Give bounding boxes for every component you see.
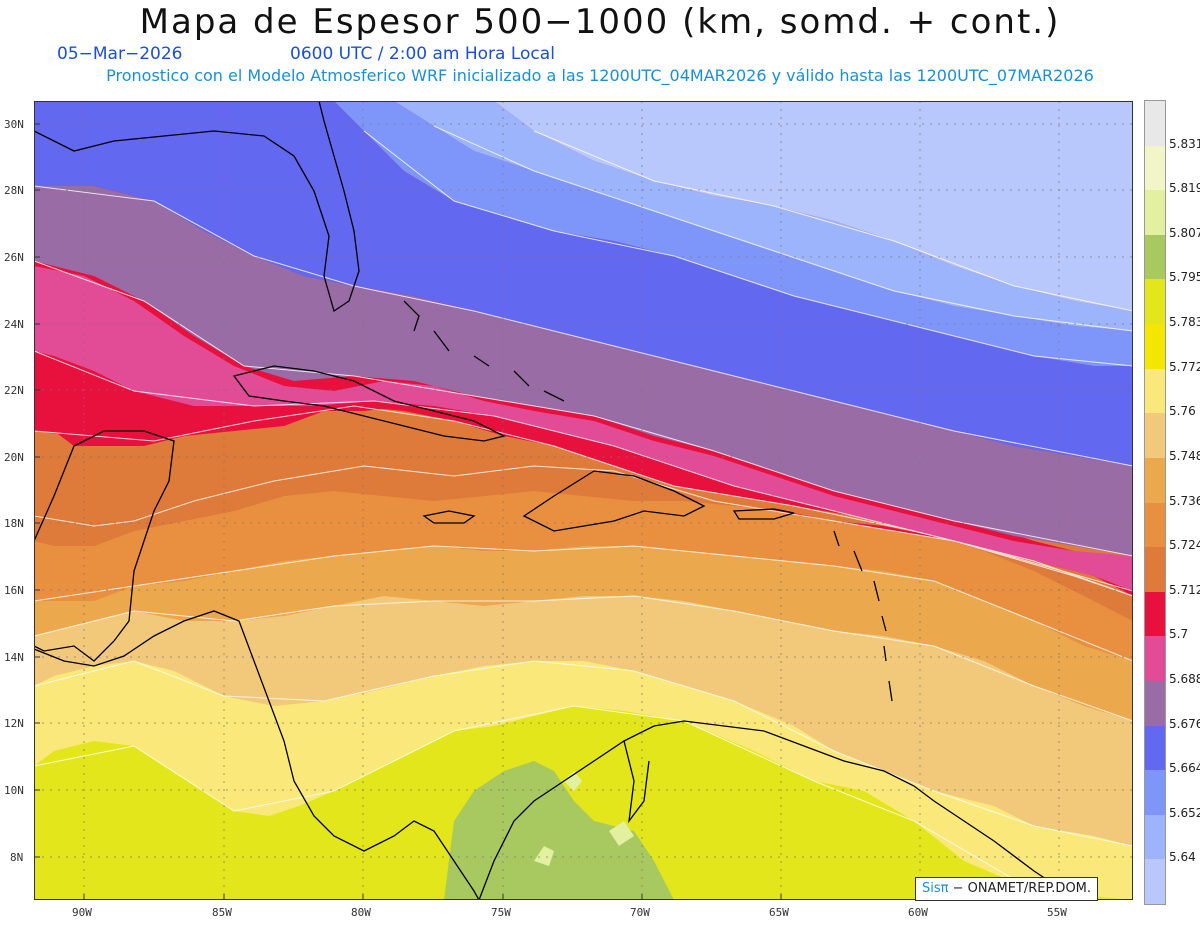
lat-label: 28N (4, 184, 24, 197)
forecast-time: 0600 UTC / 2:00 am Hora Local (290, 44, 555, 64)
lon-label: 90W (72, 906, 92, 919)
lon-label: 65W (769, 906, 789, 919)
coastlines (33, 100, 1075, 901)
lon-label: 80W (351, 906, 371, 919)
colorbar-label: 5.795 (1169, 270, 1200, 285)
colorbar (1144, 100, 1166, 905)
band-5664 (34, 101, 1133, 466)
lat-label: 16N (4, 584, 24, 597)
thickness-map-svg (33, 100, 1134, 901)
lat-label: 10N (4, 784, 24, 797)
credit-text: − ONAMET/REP.DOM. (952, 881, 1092, 896)
lat-label: 8N (10, 851, 24, 864)
colorbar-label: 5.688 (1169, 671, 1200, 686)
colorbar-segment (1145, 814, 1165, 860)
band-5676 (34, 186, 1133, 556)
credit-brand: Sisπ (922, 881, 949, 896)
colorbar-label: 5.831 (1169, 136, 1200, 151)
colorbar-segment (1145, 770, 1165, 816)
lon-label: 75W (491, 906, 511, 919)
colorbar-segment (1145, 591, 1165, 637)
colorbar-label: 5.76 (1169, 404, 1196, 419)
lon-label: 60W (908, 906, 928, 919)
lat-label: 12N (4, 717, 24, 730)
colorbar-segment (1145, 145, 1165, 191)
colorbar-label: 5.64 (1169, 850, 1196, 865)
lon-label: 85W (212, 906, 232, 919)
lat-label: 24N (4, 318, 24, 331)
colorbar-segment (1145, 234, 1165, 280)
band-5795 (444, 761, 674, 900)
colorbar-label: 5.748 (1169, 448, 1200, 463)
colorbar-segment (1145, 725, 1165, 771)
map-frame (34, 101, 1133, 900)
colorbar-label: 5.652 (1169, 805, 1200, 820)
colorbar-segment (1145, 680, 1165, 727)
colorbar-segment (1145, 101, 1165, 147)
colorbar-label: 5.736 (1169, 493, 1200, 508)
lat-label: 30N (4, 118, 24, 131)
colorbar-segment (1145, 368, 1165, 414)
band-5628 (494, 101, 1133, 311)
colorbar-segment (1145, 324, 1165, 370)
colorbar-label: 5.7 (1169, 627, 1189, 642)
thickness-map (33, 100, 1134, 901)
colorbar-label: 5.712 (1169, 582, 1200, 597)
colorbar-segment (1145, 547, 1165, 593)
colorbar-label: 5.807 (1169, 225, 1200, 240)
lat-label: 18N (4, 517, 24, 530)
lat-label: 26N (4, 251, 24, 264)
band-5652 (334, 101, 1133, 366)
colorbar-label: 5.724 (1169, 538, 1200, 553)
lat-label: 20N (4, 451, 24, 464)
lat-label: 14N (4, 651, 24, 664)
colorbar-label: 5.676 (1169, 716, 1200, 731)
colorbar-segment (1145, 279, 1165, 325)
colorbar-label: 5.819 (1169, 181, 1200, 196)
band-5688 (34, 266, 1133, 591)
band-5807 (534, 771, 634, 866)
contour-lines (33, 125, 1134, 892)
lon-label: 55W (1047, 906, 1067, 919)
band-5712-north (34, 406, 1133, 621)
colorbar-segment (1145, 859, 1165, 905)
lat-label: 22N (4, 384, 24, 397)
colorbar-label: 5.664 (1169, 761, 1200, 776)
band-5640 (394, 101, 1133, 331)
colorbar-label: 5.783 (1169, 315, 1200, 330)
colorbar-segment (1145, 190, 1165, 236)
colorbar-segment (1145, 457, 1165, 503)
credit-box: Sisπ − ONAMET/REP.DOM. (915, 877, 1099, 901)
colorbar-segment (1145, 502, 1165, 548)
colorbar-segment (1145, 636, 1165, 682)
colorbar-segment (1145, 413, 1165, 459)
forecast-date: 05−Mar−2026 (57, 44, 183, 64)
lon-label: 70W (630, 906, 650, 919)
gridlines (34, 101, 1133, 900)
map-title: Mapa de Espesor 500−1000 (km, somd. + co… (139, 2, 1061, 42)
model-description: Pronostico con el Modelo Atmosferico WRF… (106, 66, 1094, 85)
colorbar-label: 5.772 (1169, 359, 1200, 374)
